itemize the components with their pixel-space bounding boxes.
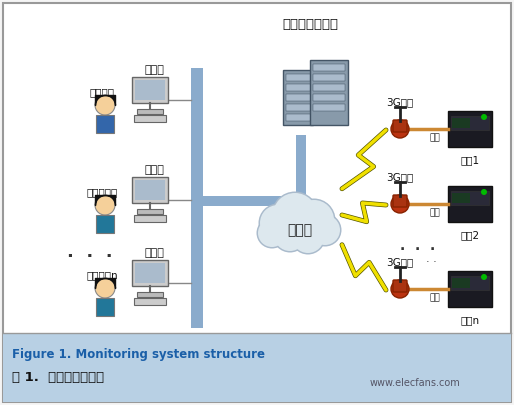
Bar bbox=[3, 333, 511, 402]
Bar bbox=[313, 74, 345, 81]
Circle shape bbox=[290, 220, 325, 254]
Text: ·  ·  ·: · · · bbox=[67, 248, 113, 266]
Bar bbox=[286, 104, 310, 111]
Circle shape bbox=[258, 219, 286, 247]
Bar bbox=[135, 263, 165, 283]
Bar bbox=[313, 104, 345, 111]
Text: · ·: · · bbox=[426, 257, 437, 267]
Circle shape bbox=[391, 195, 409, 213]
Text: 串口: 串口 bbox=[430, 133, 440, 142]
Circle shape bbox=[95, 95, 115, 115]
Bar bbox=[203, 196, 281, 206]
Circle shape bbox=[274, 219, 306, 251]
Circle shape bbox=[259, 203, 298, 243]
Text: 个人客户１: 个人客户１ bbox=[86, 187, 118, 197]
Circle shape bbox=[272, 217, 307, 252]
Text: 开发人员: 开发人员 bbox=[89, 87, 115, 97]
Bar bbox=[135, 80, 165, 100]
Text: 串口: 串口 bbox=[430, 208, 440, 217]
Bar bbox=[313, 64, 345, 71]
Circle shape bbox=[391, 280, 409, 298]
Bar bbox=[451, 116, 489, 130]
Bar bbox=[286, 94, 310, 101]
Bar bbox=[451, 191, 489, 205]
Circle shape bbox=[256, 217, 287, 249]
Bar bbox=[452, 193, 470, 203]
Text: 客户端: 客户端 bbox=[144, 65, 164, 75]
Bar bbox=[452, 118, 470, 128]
Bar bbox=[135, 180, 165, 200]
Circle shape bbox=[481, 274, 487, 280]
Text: 个人客户n: 个人客户n bbox=[86, 270, 118, 280]
Circle shape bbox=[260, 205, 296, 241]
Bar bbox=[286, 74, 310, 81]
Bar bbox=[296, 135, 306, 200]
FancyBboxPatch shape bbox=[96, 115, 114, 133]
FancyBboxPatch shape bbox=[134, 115, 166, 122]
Text: 设备1: 设备1 bbox=[461, 155, 480, 165]
Text: 互联网: 互联网 bbox=[287, 223, 313, 237]
FancyBboxPatch shape bbox=[448, 111, 492, 147]
Text: 设备n: 设备n bbox=[461, 315, 480, 325]
FancyBboxPatch shape bbox=[134, 215, 166, 222]
Circle shape bbox=[292, 198, 336, 241]
FancyBboxPatch shape bbox=[393, 280, 407, 292]
Bar bbox=[313, 94, 345, 101]
Bar bbox=[191, 68, 203, 328]
Circle shape bbox=[481, 114, 487, 120]
FancyBboxPatch shape bbox=[283, 70, 313, 125]
Bar bbox=[313, 84, 345, 91]
Circle shape bbox=[391, 120, 409, 138]
FancyBboxPatch shape bbox=[132, 77, 168, 103]
Text: 3G终端: 3G终端 bbox=[387, 257, 414, 267]
Circle shape bbox=[292, 221, 324, 253]
Text: 3G终端: 3G终端 bbox=[387, 172, 414, 182]
Circle shape bbox=[271, 192, 319, 239]
Text: 客户端: 客户端 bbox=[144, 165, 164, 175]
Text: 3G终端: 3G终端 bbox=[387, 97, 414, 107]
FancyBboxPatch shape bbox=[132, 260, 168, 286]
Bar bbox=[451, 276, 489, 290]
Text: ·  ·  ·: · · · bbox=[400, 243, 436, 257]
FancyBboxPatch shape bbox=[310, 60, 348, 125]
FancyBboxPatch shape bbox=[393, 120, 407, 132]
Text: 设备2: 设备2 bbox=[461, 230, 480, 240]
FancyBboxPatch shape bbox=[393, 195, 407, 207]
FancyBboxPatch shape bbox=[96, 298, 114, 316]
Circle shape bbox=[273, 193, 317, 237]
Bar bbox=[286, 114, 310, 121]
Circle shape bbox=[95, 278, 115, 298]
Circle shape bbox=[95, 195, 115, 215]
FancyBboxPatch shape bbox=[137, 292, 163, 297]
Bar bbox=[286, 84, 310, 91]
FancyBboxPatch shape bbox=[96, 215, 114, 233]
FancyBboxPatch shape bbox=[137, 209, 163, 214]
Text: 串口: 串口 bbox=[430, 293, 440, 302]
Circle shape bbox=[294, 200, 334, 240]
Bar bbox=[452, 278, 470, 288]
FancyBboxPatch shape bbox=[132, 177, 168, 203]
FancyBboxPatch shape bbox=[134, 298, 166, 305]
Text: 客户端: 客户端 bbox=[144, 248, 164, 258]
Text: www.elecfans.com: www.elecfans.com bbox=[370, 378, 461, 388]
Text: 服务器与数据库: 服务器与数据库 bbox=[282, 18, 338, 31]
Text: Figure 1. Monitoring system structure: Figure 1. Monitoring system structure bbox=[12, 348, 265, 361]
FancyBboxPatch shape bbox=[137, 109, 163, 114]
Circle shape bbox=[481, 189, 487, 195]
FancyBboxPatch shape bbox=[448, 271, 492, 307]
Circle shape bbox=[308, 213, 341, 247]
Text: 图 1.  监控系统结构图: 图 1. 监控系统结构图 bbox=[12, 371, 104, 384]
Circle shape bbox=[310, 215, 340, 245]
FancyBboxPatch shape bbox=[448, 186, 492, 222]
